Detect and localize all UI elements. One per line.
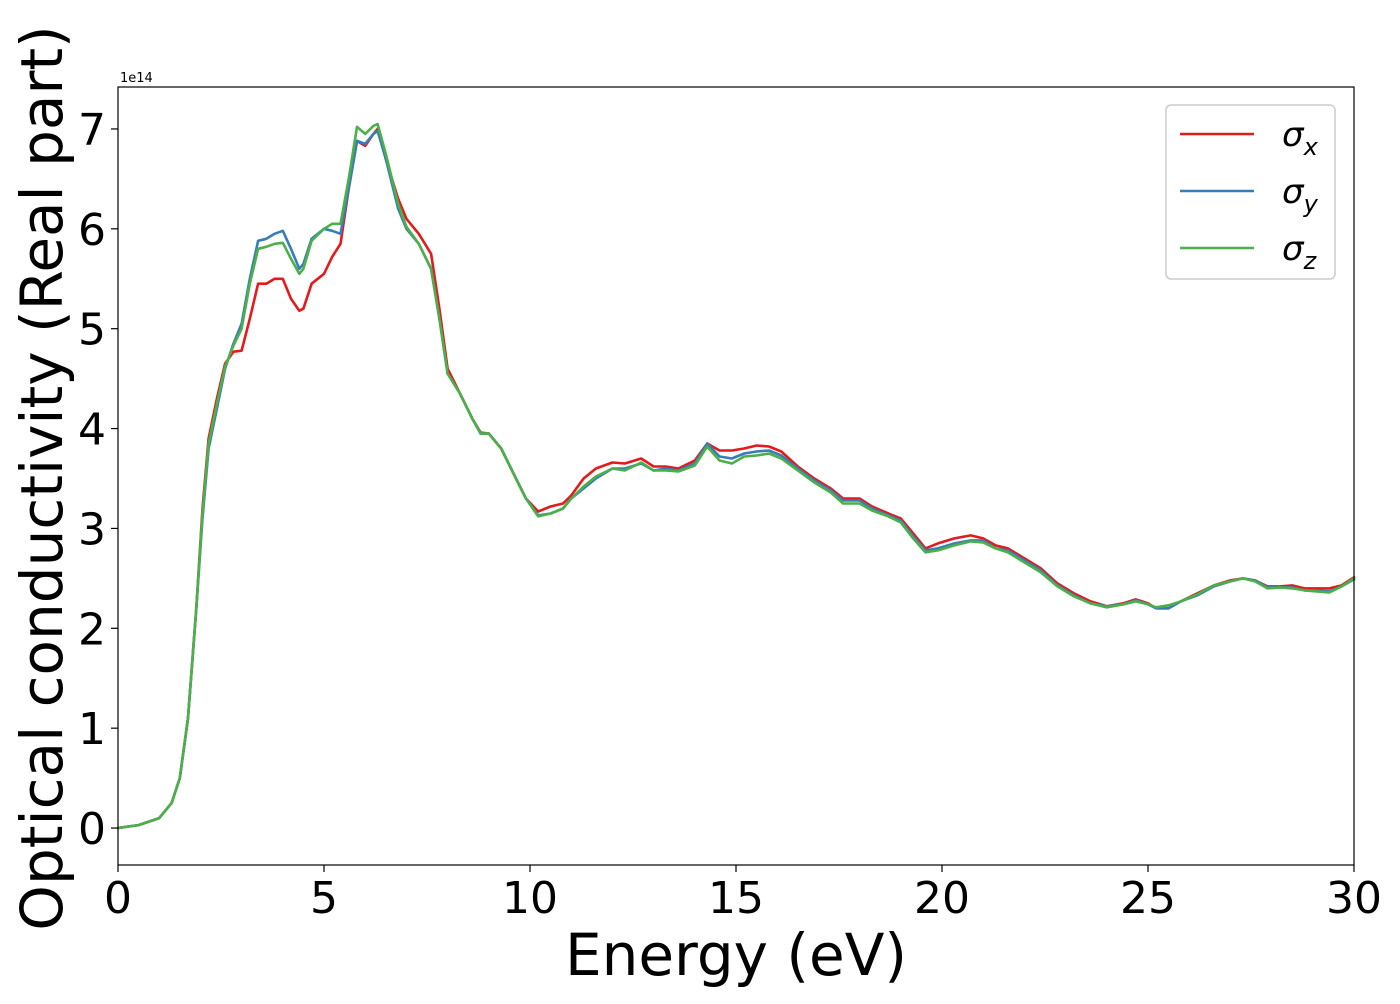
x-tick-label: 15 <box>708 873 764 924</box>
x-tick-label: 10 <box>502 873 558 924</box>
y-tick-label: 2 <box>78 604 106 655</box>
legend-label-x: σx <box>1282 115 1319 161</box>
y-tick-label: 7 <box>78 105 106 156</box>
y-tick-label: 0 <box>78 804 106 855</box>
x-tick-label: 25 <box>1120 873 1176 924</box>
y-tick-label: 1 <box>78 704 106 755</box>
y-tick-label: 6 <box>78 205 106 256</box>
x-axis-ticks: 0 5 10 15 20 25 30 <box>104 865 1382 924</box>
legend: σx σy σz <box>1165 104 1336 280</box>
y-tick-label: 5 <box>78 305 106 356</box>
y-tick-label: 3 <box>78 504 106 555</box>
x-tick-label: 5 <box>310 873 338 924</box>
legend-label-y: σy <box>1282 172 1319 218</box>
x-tick-label: 30 <box>1326 873 1382 924</box>
x-axis-title: Energy (eV) <box>565 921 907 989</box>
x-tick-label: 20 <box>914 873 970 924</box>
y-offset-label: 1e14 <box>120 71 153 86</box>
x-tick-label: 0 <box>104 873 132 924</box>
legend-label-z: σz <box>1282 229 1318 275</box>
y-axis-ticks: 0 1 2 3 4 5 6 7 <box>78 105 118 855</box>
series-line-z <box>116 122 1356 830</box>
y-tick-label: 4 <box>78 405 106 456</box>
y-axis-title: Optical conductivity (Real part) <box>8 25 76 930</box>
series-layer <box>116 122 1356 830</box>
legend-entries: σx σy σz <box>1180 115 1319 275</box>
